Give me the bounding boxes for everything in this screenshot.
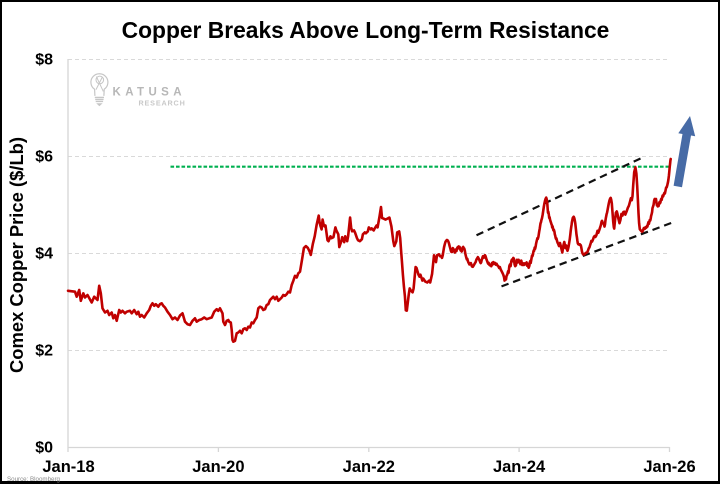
svg-text:Source: Bloomberg: Source: Bloomberg: [7, 476, 61, 483]
svg-text:$0: $0: [35, 440, 53, 457]
svg-text:Jan-20: Jan-20: [192, 458, 244, 476]
svg-text:$4: $4: [35, 246, 53, 263]
svg-text:Copper Breaks Above Long-Term: Copper Breaks Above Long-Term Resistance: [122, 17, 610, 43]
svg-text:Jan-26: Jan-26: [643, 458, 695, 476]
svg-text:$8: $8: [35, 52, 53, 69]
svg-text:Jan-24: Jan-24: [493, 458, 546, 476]
svg-text:Comex Copper Price ($/Lb): Comex Copper Price ($/Lb): [6, 137, 27, 373]
svg-text:$2: $2: [35, 343, 53, 360]
svg-text:RESEARCH: RESEARCH: [139, 99, 186, 108]
svg-text:KATUSA: KATUSA: [113, 87, 186, 99]
svg-text:Jan-22: Jan-22: [343, 458, 395, 476]
svg-text:Jan-18: Jan-18: [42, 458, 94, 476]
svg-text:$6: $6: [35, 149, 53, 166]
